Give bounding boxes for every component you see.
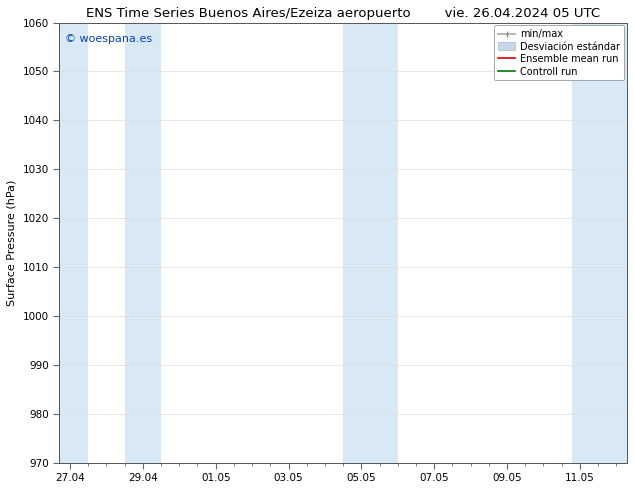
Legend: min/max, Desviación estándar, Ensemble mean run, Controll run: min/max, Desviación estándar, Ensemble m… [494,25,624,80]
Title: ENS Time Series Buenos Aires/Ezeiza aeropuerto        vie. 26.04.2024 05 UTC: ENS Time Series Buenos Aires/Ezeiza aero… [86,7,600,20]
Text: © woespana.es: © woespana.es [65,33,152,44]
Bar [380,23,398,463]
Bar [59,23,88,463]
Bar [125,23,161,463]
Bar [343,23,380,463]
Y-axis label: Surface Pressure (hPa): Surface Pressure (hPa) [7,179,17,306]
Bar [573,23,627,463]
